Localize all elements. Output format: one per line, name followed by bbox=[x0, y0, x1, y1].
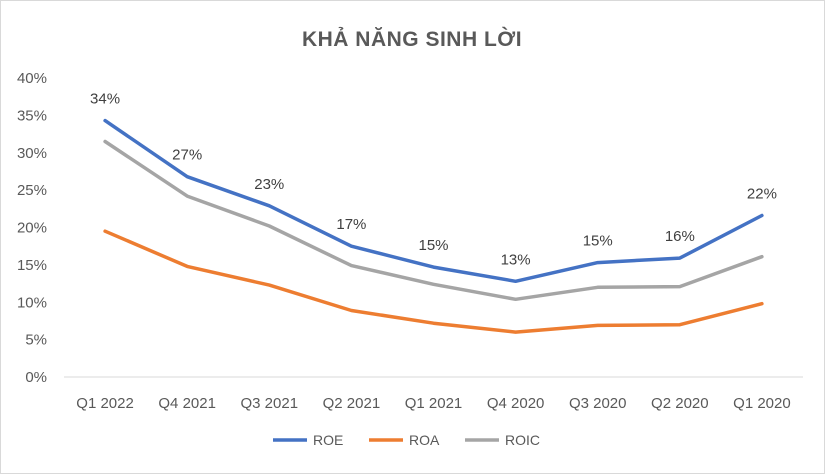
y-tick-label: 40% bbox=[17, 70, 47, 87]
data-label-roe: 15% bbox=[583, 233, 613, 250]
y-axis: 0% 5% 10% 15% 20% 25% 30% 35% 40% bbox=[17, 70, 47, 386]
chart-title: KHẢ NĂNG SINH LỜI bbox=[302, 27, 522, 51]
series-line-roe bbox=[103, 118, 764, 284]
data-label-roe: 22% bbox=[747, 186, 777, 203]
x-tick-label: Q1 2020 bbox=[733, 395, 791, 412]
series-lines bbox=[103, 118, 764, 334]
data-label-roe: 15% bbox=[418, 237, 448, 254]
y-tick-label: 15% bbox=[17, 257, 47, 274]
x-tick-label: Q4 2021 bbox=[158, 395, 216, 412]
y-tick-label: 5% bbox=[25, 332, 47, 349]
data-label-roe: 17% bbox=[336, 216, 366, 233]
data-label-roe: 34% bbox=[90, 91, 120, 108]
data-label-roe: 13% bbox=[501, 251, 531, 268]
data-labels: 34% 27% 23% 17% 15% 13% 15% 16% 22% bbox=[90, 91, 777, 269]
x-tick-label: Q2 2021 bbox=[323, 395, 381, 412]
legend-label-roe: ROE bbox=[313, 432, 343, 448]
data-label-roe: 27% bbox=[172, 147, 202, 164]
y-tick-label: 30% bbox=[17, 145, 47, 162]
x-tick-label: Q3 2021 bbox=[241, 395, 299, 412]
x-tick-label: Q1 2022 bbox=[76, 395, 134, 412]
x-tick-label: Q2 2020 bbox=[651, 395, 709, 412]
x-tick-label: Q4 2020 bbox=[487, 395, 545, 412]
series-line-roa bbox=[103, 229, 764, 334]
data-label-roe: 23% bbox=[254, 176, 284, 193]
y-tick-label: 0% bbox=[25, 369, 47, 386]
x-axis: Q1 2022 Q4 2021 Q3 2021 Q2 2021 Q1 2021 Q4 20… bbox=[76, 395, 790, 412]
y-tick-label: 10% bbox=[17, 294, 47, 311]
y-tick-label: 35% bbox=[17, 107, 47, 124]
x-tick-label: Q3 2020 bbox=[569, 395, 627, 412]
legend-label-roa: ROA bbox=[409, 432, 440, 448]
y-tick-label: 20% bbox=[17, 220, 47, 237]
series-line-roic bbox=[103, 139, 764, 302]
legend: ROE ROA ROIC bbox=[273, 432, 540, 448]
y-tick-label: 25% bbox=[17, 182, 47, 199]
data-label-roe: 16% bbox=[665, 228, 695, 245]
legend-label-roic: ROIC bbox=[505, 432, 540, 448]
x-tick-label: Q1 2021 bbox=[405, 395, 463, 412]
